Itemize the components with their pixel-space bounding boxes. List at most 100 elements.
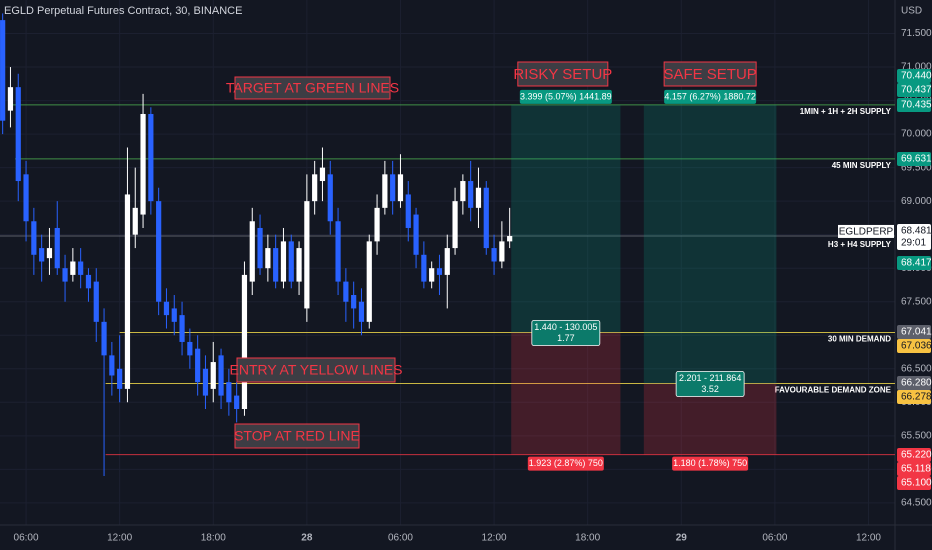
price-tag-label: 65.220	[901, 450, 932, 461]
candle-body	[31, 221, 37, 255]
price-tag	[897, 83, 931, 97]
candle-body	[296, 248, 302, 282]
x-tick-label: 06:00	[388, 533, 413, 544]
candle-body	[234, 395, 240, 410]
candle-body	[39, 248, 45, 262]
annotation-box	[236, 357, 396, 383]
price-tag-label: 65.118	[901, 464, 931, 475]
level-label: 45 MIN SUPPLY	[832, 161, 892, 170]
y-tick-label: 66.500	[901, 363, 932, 374]
price-tag	[897, 256, 931, 270]
countdown: 29:01	[901, 238, 926, 249]
candle-body	[85, 274, 92, 289]
level-label: 1MIN + 1H + 2H SUPPLY	[800, 107, 892, 116]
price-tag	[897, 152, 931, 166]
x-tick-label: 12:00	[856, 533, 881, 544]
setup-title-box	[663, 61, 757, 87]
price-tag	[897, 325, 931, 339]
candle-body	[117, 368, 123, 389]
annotation-box	[234, 423, 360, 449]
price-tag-label: 70.435	[901, 100, 932, 111]
candle-body	[78, 261, 84, 275]
price-tag-label: 68.417	[901, 258, 932, 269]
candle-body	[413, 214, 419, 255]
candle-body	[140, 113, 146, 215]
annotation: TARGET AT GREEN LINES	[226, 80, 399, 96]
candle-body	[195, 348, 201, 383]
candle-body	[468, 181, 474, 208]
price-tag-label: 66.278	[901, 392, 932, 403]
candle-body	[0, 20, 6, 121]
x-tick-label: 29	[676, 533, 688, 544]
candle-body	[226, 382, 232, 403]
price-tag-label: 70.437	[901, 85, 932, 96]
target-label-box	[519, 89, 612, 104]
candle-body	[156, 201, 162, 302]
price-tag	[897, 339, 931, 353]
candle-body	[132, 207, 138, 235]
candle-body	[202, 368, 209, 396]
setup-title: SAFE SETUP	[663, 66, 756, 83]
candle-body	[304, 201, 310, 309]
setup-title: RISKY SETUP	[513, 66, 612, 83]
price-tag	[897, 476, 931, 490]
mid-label: 1.77	[557, 333, 575, 343]
candle-body	[436, 268, 443, 275]
candle-body	[70, 261, 76, 275]
candle-body	[444, 248, 450, 275]
overlay: RISKY SETUP SAFE SETUP TARGET AT GREEN LIN…	[226, 61, 932, 490]
candle-body	[62, 268, 68, 282]
price-tag	[897, 448, 931, 462]
candle-body	[218, 355, 224, 396]
candle-body	[163, 301, 170, 316]
candle-body	[288, 241, 294, 282]
candle-body	[460, 181, 466, 202]
candle-body	[475, 187, 482, 208]
candle-body	[54, 227, 60, 269]
positions: 3.399 (5.07%) 1441.89 1.440 - 130.0051.77…	[511, 89, 777, 471]
candle-body	[265, 248, 271, 269]
y-tick-label: 64.500	[901, 498, 932, 509]
candle-body	[382, 174, 388, 208]
y-tick-label: 67.500	[901, 296, 932, 307]
stop-label: 1.923 (2.87%) 750	[529, 458, 603, 468]
price-tag	[897, 462, 931, 476]
price-tag-label: 69.631	[901, 154, 932, 165]
candle-body	[210, 362, 216, 389]
x-tick-label: 18:00	[575, 533, 600, 544]
candle-body	[241, 274, 248, 410]
x-tick-label: 06:00	[14, 533, 39, 544]
candle-body	[351, 295, 357, 309]
candle-body	[374, 207, 380, 242]
price-tag	[897, 390, 931, 404]
price-tag	[897, 98, 931, 112]
candle-body	[452, 201, 458, 249]
candle-body	[15, 87, 21, 182]
symbol-box	[838, 224, 894, 238]
candle-body	[429, 268, 435, 282]
candle-body	[491, 248, 497, 262]
candle-body	[397, 174, 404, 202]
candles	[0, 13, 513, 477]
mid-label: 1.440 - 130.005	[534, 322, 597, 332]
price-tag-label: 70.440	[901, 71, 932, 82]
candle-body	[124, 194, 131, 389]
y-tick-label: 71.000	[901, 62, 932, 73]
x-tick-label: 12:00	[482, 533, 507, 544]
candle-body	[148, 113, 154, 202]
annotation: STOP AT RED LINE	[234, 428, 360, 444]
candle-body	[7, 87, 14, 111]
y-tick-label: 65.500	[901, 430, 932, 441]
x-tick-label: 06:00	[762, 533, 787, 544]
candle-body	[46, 248, 53, 259]
stop-label: 1.180 (1.78%) 750	[673, 458, 747, 468]
profit-zone	[643, 104, 777, 384]
currency: USD	[901, 6, 922, 17]
target-label: 4.157 (6.27%) 1880.72	[664, 91, 756, 101]
candle-body	[93, 281, 99, 322]
target-label: 3.399 (5.07%) 1441.89	[520, 91, 612, 101]
candle-body	[327, 174, 333, 222]
candle-body	[507, 236, 513, 242]
